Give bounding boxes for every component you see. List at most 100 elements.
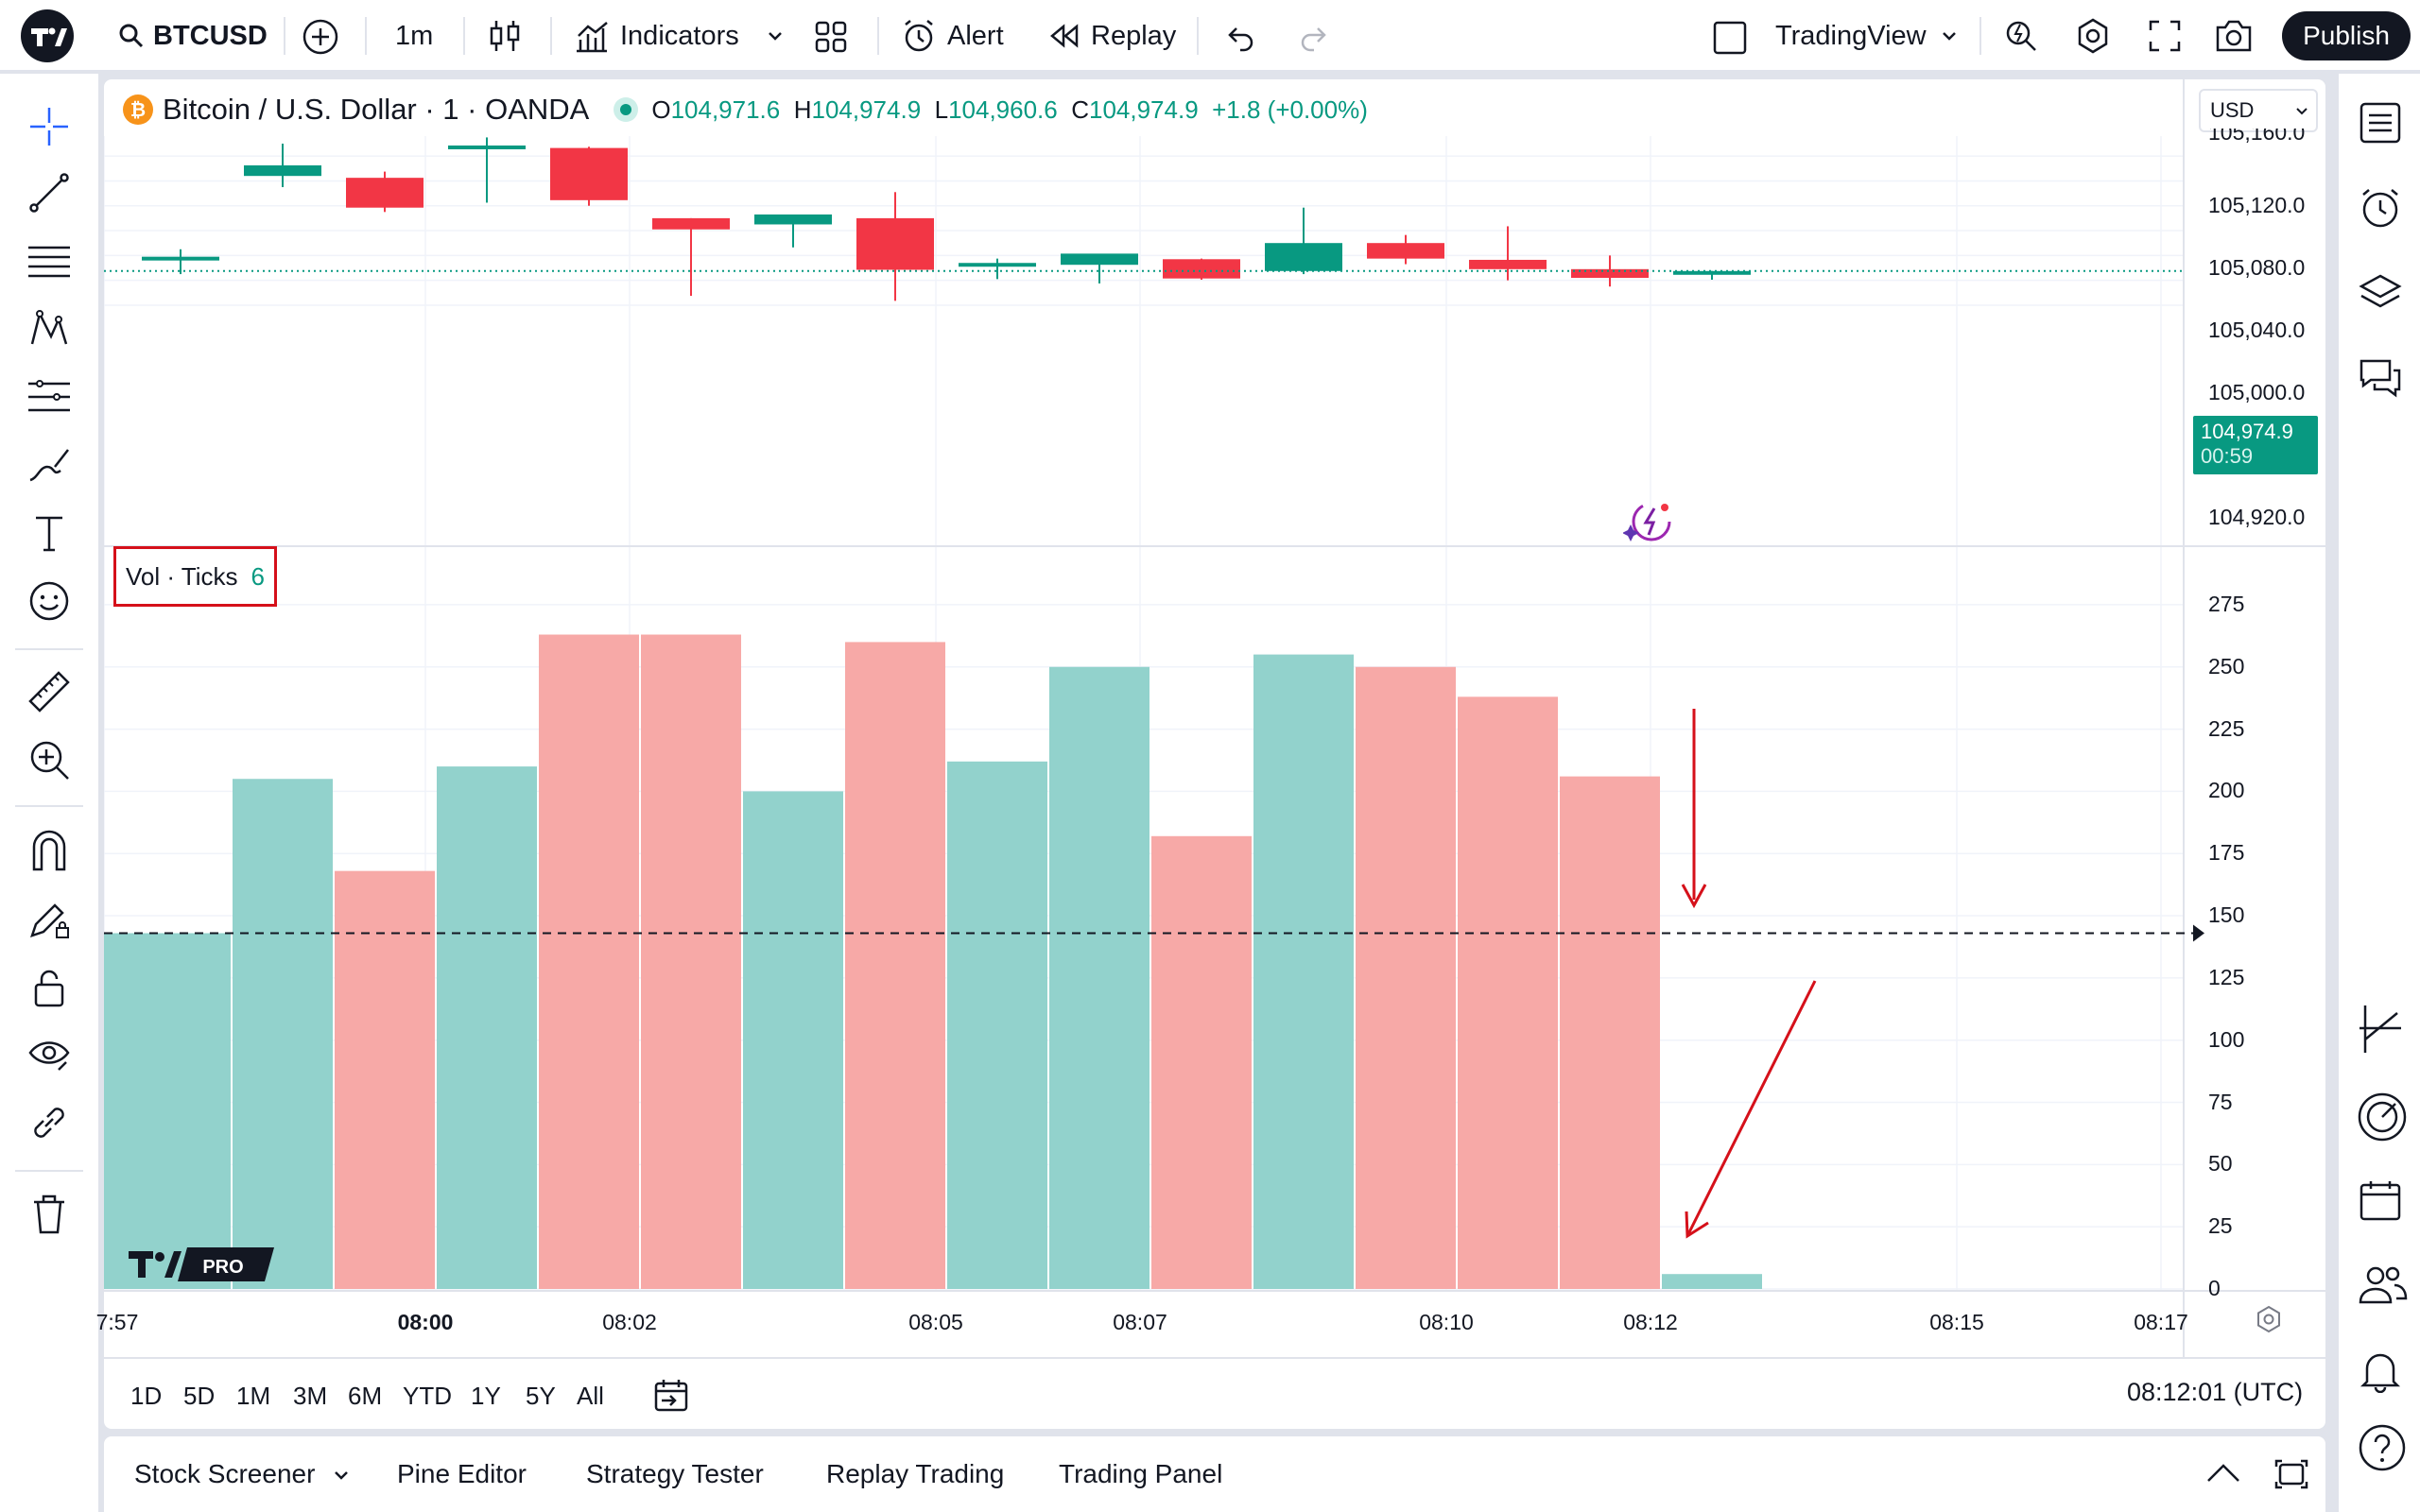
- tab-replay-trading[interactable]: Replay Trading: [826, 1459, 1005, 1488]
- add-symbol-icon[interactable]: [301, 17, 340, 57]
- layout-square-icon[interactable]: [1711, 19, 1749, 57]
- symbol-search-button[interactable]: BTCUSD: [117, 0, 268, 72]
- volume-legend[interactable]: Vol · Ticks 6: [113, 546, 277, 607]
- tradingview-logo[interactable]: [21, 9, 74, 62]
- tab-trading-panel[interactable]: Trading Panel: [1059, 1459, 1223, 1488]
- volume-axis-label: 100: [2208, 1026, 2245, 1052]
- maximize-panel-icon[interactable]: [2271, 1455, 2312, 1493]
- range-button-all[interactable]: All: [577, 1381, 604, 1410]
- range-button-5d[interactable]: 5D: [183, 1381, 216, 1410]
- forecast-icon[interactable]: [25, 372, 74, 421]
- volume-axis-label: 250: [2208, 653, 2245, 679]
- range-button-1m[interactable]: 1M: [236, 1381, 271, 1410]
- tab-pine-editor[interactable]: Pine Editor: [397, 1459, 527, 1488]
- camera-icon[interactable]: [2212, 15, 2256, 57]
- redo-icon[interactable]: [1295, 19, 1331, 55]
- divider: [877, 17, 879, 55]
- bell-icon[interactable]: [2356, 1346, 2405, 1395]
- goto-date-icon[interactable]: [650, 1376, 692, 1418]
- range-button-3m[interactable]: 3M: [293, 1381, 328, 1410]
- volume-axis-label: 25: [2208, 1213, 2233, 1239]
- candles-icon[interactable]: [484, 15, 526, 57]
- candle-body: [1571, 268, 1649, 279]
- chart-canvas[interactable]: [104, 79, 2325, 1429]
- calendar-icon[interactable]: [2356, 1176, 2405, 1225]
- trash-icon[interactable]: [25, 1189, 74, 1238]
- reference-line-arrow: [2193, 924, 2204, 942]
- drawing-toolbar: [0, 74, 98, 1512]
- settings-icon[interactable]: [2072, 15, 2114, 57]
- price-axis-label: 104,920.0: [2208, 505, 2306, 529]
- volume-bar: [437, 766, 537, 1289]
- currency-select[interactable]: USD: [2199, 89, 2318, 132]
- tab-strategy-tester[interactable]: Strategy Tester: [586, 1459, 764, 1488]
- volume-axis-label: 50: [2208, 1151, 2233, 1177]
- utc-clock[interactable]: 08:12:01 (UTC): [2127, 1378, 2304, 1406]
- trend-line-icon[interactable]: [25, 168, 74, 217]
- chevron-down-icon[interactable]: [764, 25, 786, 47]
- volume-axis-label: 225: [2208, 715, 2245, 741]
- volume-bar: [947, 761, 1047, 1289]
- volume-bar: [335, 870, 435, 1289]
- pattern-icon[interactable]: [25, 304, 74, 353]
- replay-label: Replay: [1091, 20, 1177, 51]
- indicators-button[interactable]: Indicators: [573, 0, 739, 72]
- fib-lines-icon[interactable]: [25, 236, 74, 285]
- emoji-icon[interactable]: [25, 576, 74, 626]
- replay-button[interactable]: Replay: [1047, 0, 1176, 72]
- right-widgetbar: [2337, 74, 2420, 1512]
- top-toolbar: BTCUSD 1m Indicators Alert Replay: [0, 0, 2420, 72]
- time-axis-label: 08:02: [602, 1310, 657, 1334]
- chevron-down-icon[interactable]: [331, 1465, 352, 1486]
- chart-pane[interactable]: ₿ Bitcoin / U.S. Dollar · 1 · OANDA O104…: [96, 79, 2325, 1429]
- alarm-clock-icon: [900, 17, 938, 55]
- layout-name-button[interactable]: TradingView: [1775, 0, 1959, 72]
- symbol-title[interactable]: Bitcoin / U.S. Dollar · 1 · OANDA: [163, 93, 590, 126]
- range-button-1y[interactable]: 1Y: [471, 1381, 501, 1410]
- brush-icon[interactable]: [25, 440, 74, 490]
- target-icon[interactable]: [2356, 1091, 2409, 1143]
- eye-icon[interactable]: [25, 1030, 74, 1079]
- zoom-in-icon[interactable]: [25, 735, 74, 784]
- link-icon[interactable]: [25, 1098, 74, 1147]
- range-button-5y[interactable]: 5Y: [526, 1381, 556, 1410]
- tab-stock-screener[interactable]: Stock Screener: [134, 1459, 316, 1488]
- quick-search-icon[interactable]: [2000, 15, 2042, 57]
- tech-analysis-icon[interactable]: [2356, 1000, 2405, 1058]
- watchlist-icon[interactable]: [2356, 98, 2405, 147]
- range-button-1d[interactable]: 1D: [130, 1381, 163, 1410]
- people-icon[interactable]: [2356, 1261, 2409, 1310]
- crosshair-icon[interactable]: [25, 102, 74, 151]
- fullscreen-icon[interactable]: [2144, 15, 2186, 57]
- help-icon[interactable]: [2356, 1421, 2409, 1474]
- publish-button[interactable]: Publish: [2282, 11, 2411, 60]
- volume-bar: [1458, 696, 1558, 1289]
- axis-settings-icon[interactable]: [2252, 1302, 2286, 1336]
- divider: [550, 17, 552, 55]
- range-button-ytd[interactable]: YTD: [403, 1381, 452, 1410]
- chevron-down-icon: [1940, 26, 1959, 45]
- time-axis-label: 7:57: [95, 1310, 139, 1334]
- volume-bar: [1560, 776, 1660, 1289]
- undo-icon[interactable]: [1223, 19, 1259, 55]
- layout-grid-icon[interactable]: [811, 17, 851, 57]
- volume-bar: [743, 791, 843, 1289]
- ai-sparkle-icon[interactable]: [1622, 497, 1675, 546]
- interval-button[interactable]: 1m: [395, 0, 433, 72]
- range-button-6m[interactable]: 6M: [348, 1381, 383, 1410]
- divider: [15, 1170, 83, 1172]
- svg-text:₿: ₿: [130, 100, 146, 121]
- stay-drawing-icon[interactable]: [25, 894, 74, 943]
- alert-button[interactable]: Alert: [900, 0, 1004, 72]
- time-axis-label: 08:07: [1113, 1310, 1167, 1334]
- rewind-icon: [1047, 19, 1081, 53]
- text-icon[interactable]: [25, 508, 74, 558]
- chat-icon[interactable]: [2356, 353, 2405, 403]
- chevron-up-icon[interactable]: [2203, 1455, 2244, 1493]
- currency-label: USD: [2210, 98, 2255, 122]
- ruler-icon[interactable]: [25, 667, 74, 716]
- layers-icon[interactable]: [2356, 268, 2405, 318]
- alerts-clock-icon[interactable]: [2356, 183, 2405, 232]
- magnet-icon[interactable]: [25, 826, 74, 875]
- lock-icon[interactable]: [25, 962, 74, 1011]
